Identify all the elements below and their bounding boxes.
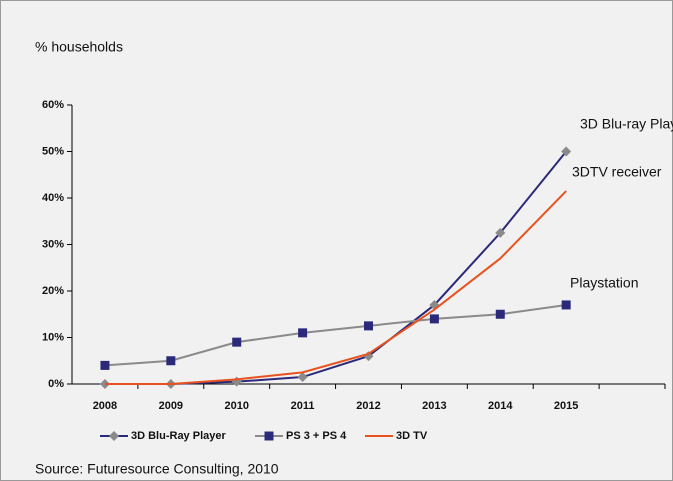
y-tick-label: 50% [42,145,64,157]
x-tick-label: 2010 [224,400,248,412]
x-tick-label: 2014 [488,400,513,412]
point-marker [232,337,242,347]
point-marker [561,146,572,157]
point-marker [298,328,308,338]
annotation: Playstation [570,275,638,291]
point-marker [429,314,439,324]
annotation: 3D Blu-ray Player [580,116,673,132]
point-marker [364,321,373,331]
point-marker [166,356,176,366]
point-marker [495,227,506,238]
y-tick-label: 10% [42,331,64,343]
legend-label: 3D Blu-Ray Player [131,430,226,442]
legend-marker [264,431,274,441]
point-marker [297,372,308,383]
x-tick-label: 2012 [356,400,380,412]
y-axis-label: % households [35,39,123,55]
source: Source: Futuresource Consulting, 2010 [35,461,279,477]
legend-label: 3D TV [396,430,428,442]
x-tick-label: 2008 [93,400,117,412]
x-tick-label: 2009 [159,400,183,412]
y-tick-label: 40% [42,192,64,204]
legend-label: PS 3 + PS 4 [286,430,347,442]
y-tick-label: 30% [42,238,64,250]
series-line [104,190,567,385]
series-line [104,150,567,385]
annotation: 3DTV receiver [572,164,662,180]
x-tick-label: 2013 [422,400,446,412]
point-marker [495,309,505,319]
point-marker [100,360,110,370]
series-line [104,303,567,367]
x-tick-label: 2015 [554,400,578,412]
y-tick-label: 20% [42,285,64,297]
x-tick-label: 2011 [291,400,315,412]
y-tick-label: 60% [42,99,64,111]
point-marker [561,300,571,310]
y-tick-label: 0% [48,378,64,390]
legend-marker [109,431,119,441]
